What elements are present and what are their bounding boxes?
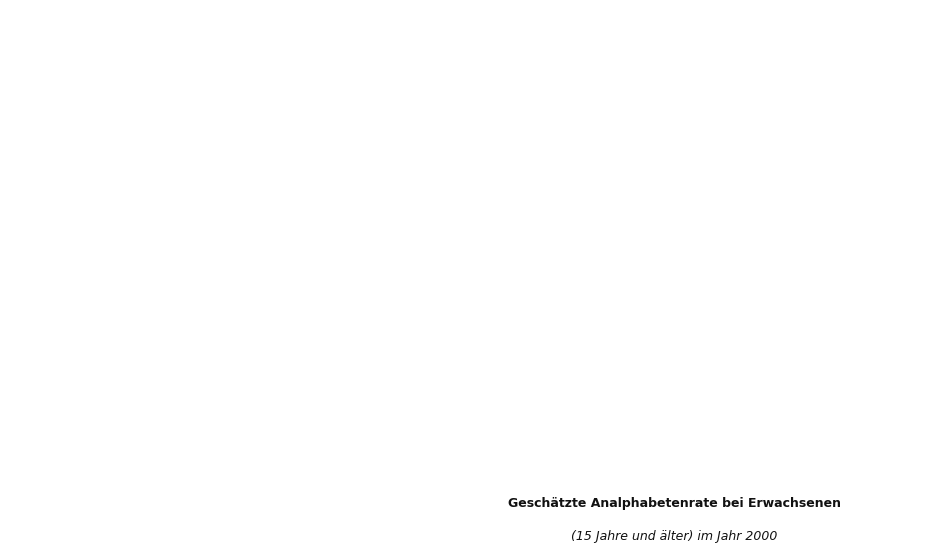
Text: Geschätzte Analphabetenrate bei Erwachsenen: Geschätzte Analphabetenrate bei Erwachse…	[507, 496, 841, 510]
Text: (15 Jahre und älter) im Jahr 2000: (15 Jahre und älter) im Jahr 2000	[571, 530, 777, 543]
